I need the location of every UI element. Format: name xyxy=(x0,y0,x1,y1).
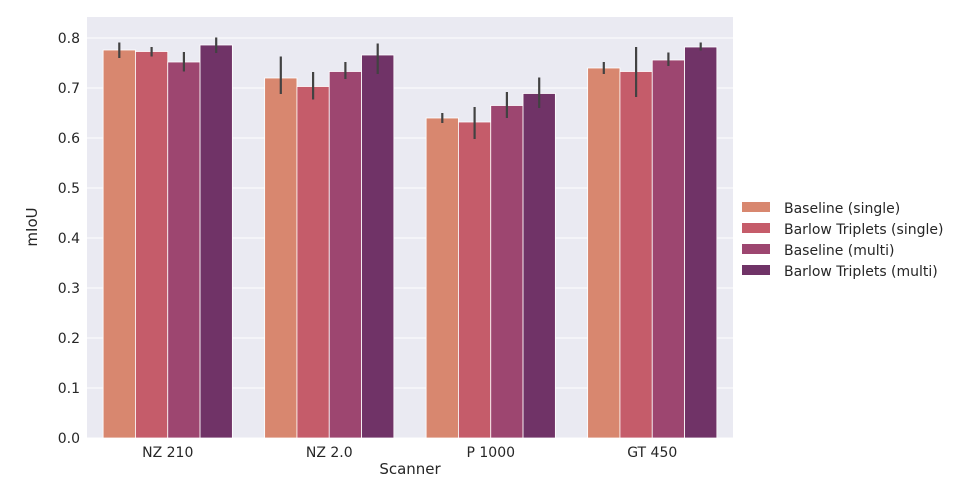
legend-swatch xyxy=(742,265,770,275)
x-tick-label: P 1000 xyxy=(466,445,515,461)
bar xyxy=(490,105,524,439)
y-tick-label: 0.5 xyxy=(58,181,80,197)
y-tick-label: 0.1 xyxy=(58,381,80,397)
bar xyxy=(619,71,653,439)
y-tick-label: 0.8 xyxy=(58,31,80,47)
bar xyxy=(425,117,459,439)
bar xyxy=(587,67,621,439)
x-tick-label: GT 450 xyxy=(627,445,677,461)
y-tick-label: 0.3 xyxy=(58,281,80,297)
bar xyxy=(522,93,556,439)
y-tick-label: 0.7 xyxy=(58,81,80,97)
legend-swatch xyxy=(742,202,770,212)
bar xyxy=(135,51,169,439)
y-tick-label: 0.0 xyxy=(58,431,80,447)
bar xyxy=(361,54,395,439)
legend-label: Baseline (multi) xyxy=(784,243,895,259)
bar xyxy=(651,59,685,439)
x-axis-label: Scanner xyxy=(379,460,441,478)
bars xyxy=(102,44,718,439)
y-axis-label: mIoU xyxy=(23,207,41,246)
legend-label: Baseline (single) xyxy=(784,201,900,217)
x-tick-label: NZ 2.0 xyxy=(306,445,353,461)
y-tick-label: 0.4 xyxy=(58,231,80,247)
y-tick-label: 0.2 xyxy=(58,331,80,347)
bar xyxy=(264,77,298,439)
error-bars xyxy=(118,37,702,139)
y-tick-labels: 0.0 0.1 0.2 0.3 0.4 0.5 0.6 0.7 0.8 xyxy=(58,31,80,447)
legend-swatch xyxy=(742,244,770,254)
x-tick-label: NZ 210 xyxy=(142,445,193,461)
legend-label: Barlow Triplets (multi) xyxy=(784,264,938,280)
bar xyxy=(102,49,136,439)
y-tick-label: 0.6 xyxy=(58,131,80,147)
bar xyxy=(328,71,362,439)
bar xyxy=(167,61,201,439)
x-tick-labels: NZ 210 NZ 2.0 P 1000 GT 450 xyxy=(142,445,677,461)
legend-swatch xyxy=(742,223,770,233)
legend-label: Barlow Triplets (single) xyxy=(784,222,943,238)
bar xyxy=(199,44,233,439)
bar xyxy=(458,121,492,439)
bar xyxy=(684,46,718,439)
bar xyxy=(296,86,330,439)
legend: Baseline (single) Barlow Triplets (single… xyxy=(742,201,943,280)
